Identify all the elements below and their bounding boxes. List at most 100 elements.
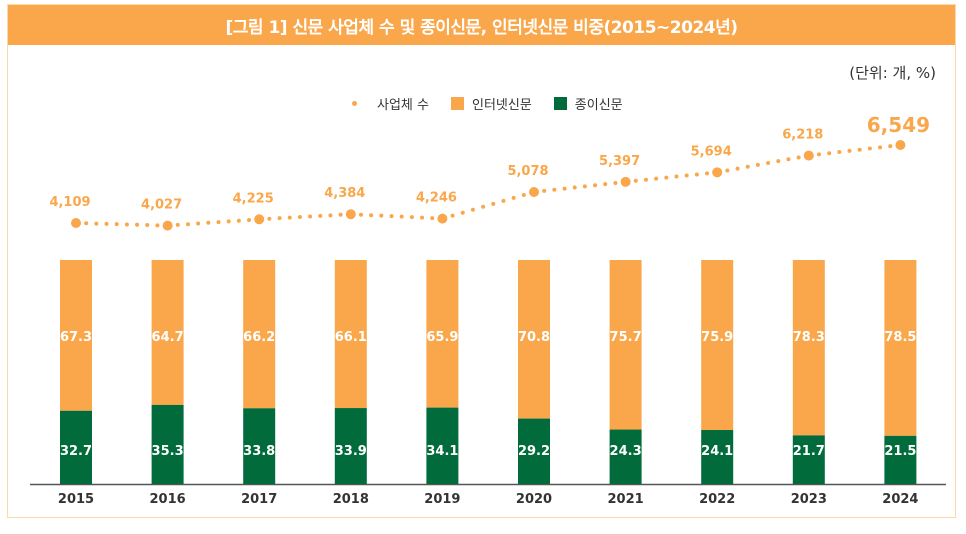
line-dot (776, 159, 781, 164)
figure-title: [그림 1] 신문 사업체 수 및 종이신문, 인터넷신문 비중(2015~20… (225, 17, 738, 38)
point-label-2018: 4,384 (324, 186, 365, 201)
dot-marker-icon (352, 101, 357, 106)
chart-legend: 사업체 수 인터넷신문 종이신문 (352, 94, 645, 113)
point-label-2022: 5,694 (691, 144, 732, 159)
line-dot (328, 213, 333, 218)
line-dot (888, 144, 893, 149)
line-dot (878, 145, 883, 150)
bar-internet-2016 (151, 260, 184, 405)
point-label-2020: 5,078 (507, 164, 548, 179)
legend-item-internet: 인터넷신문 (450, 94, 532, 113)
bar-label-paper-2018: 33.9 (335, 444, 367, 459)
line-dot (389, 214, 394, 219)
line-dot (338, 212, 343, 217)
bar-label-internet-2018: 66.1 (335, 330, 367, 345)
line-dot (542, 188, 547, 193)
x-tick-label-2021: 2021 (608, 492, 644, 507)
line-dot (84, 221, 89, 226)
line-dot (705, 171, 710, 176)
bar-paper-2018 (334, 408, 367, 484)
bar-label-paper-2019: 34.1 (426, 444, 458, 459)
bar-label-internet-2016: 64.7 (152, 330, 184, 345)
point-marker-2020 (529, 187, 539, 198)
line-dot (94, 221, 99, 226)
line-dot (643, 177, 648, 182)
point-label-2017: 4,225 (233, 191, 274, 206)
line-dot (654, 176, 659, 181)
bar-internet-2017 (243, 260, 276, 409)
line-dot (491, 201, 496, 206)
line-dot (185, 222, 190, 227)
point-marker-2024 (895, 140, 906, 150)
bar-label-internet-2019: 65.9 (426, 330, 458, 345)
bar-internet-2015 (60, 260, 92, 411)
point-marker-2018 (345, 209, 356, 220)
bar-paper-2019 (426, 407, 459, 484)
line-dot (430, 216, 435, 221)
x-tick-label-2018: 2018 (333, 492, 369, 507)
point-label-2023: 6,218 (782, 128, 823, 143)
line-dot (226, 219, 231, 224)
point-label-2015: 4,109 (49, 195, 90, 210)
point-marker-2022 (712, 167, 723, 178)
point-marker-2021 (620, 176, 631, 187)
bar-label-internet-2017: 66.2 (243, 330, 275, 345)
line-dot (755, 162, 760, 167)
line-dot (450, 213, 455, 218)
legend-item-paper: 종이신문 (553, 94, 623, 113)
bar-internet-2022 (701, 260, 734, 431)
line-dot (847, 148, 852, 153)
line-dot (104, 221, 109, 226)
bar-label-internet-2020: 70.8 (518, 330, 550, 345)
line-dot (816, 152, 821, 157)
line-dot (196, 221, 201, 226)
legend-label: 인터넷신문 (471, 98, 532, 113)
line-dot (725, 168, 730, 173)
line-dot (481, 204, 486, 209)
bar-paper-2017 (243, 408, 276, 484)
line-dot (582, 184, 587, 189)
line-dot (236, 218, 241, 223)
bar-label-paper-2024: 21.5 (884, 444, 916, 459)
line-dot (379, 213, 384, 218)
bar-paper-2021 (609, 429, 642, 484)
line-dot (267, 216, 272, 221)
line-dot (664, 175, 669, 180)
x-tick-label-2020: 2020 (516, 492, 552, 507)
square-swatch-icon (553, 97, 567, 110)
bar-label-paper-2016: 35.3 (152, 444, 184, 459)
legend-label: 종이신문 (574, 98, 623, 113)
line-dot (521, 192, 526, 197)
line-dot (460, 210, 465, 215)
unit-label: (단위: 개, %) (849, 64, 936, 82)
line-dot (308, 214, 313, 219)
point-label-2019: 4,246 (416, 191, 457, 206)
line-dot (399, 214, 404, 219)
line-dot (796, 155, 801, 160)
line-dot (114, 222, 119, 227)
line-dot (837, 150, 842, 155)
bar-internet-2024 (884, 260, 917, 436)
bar-paper-2023 (792, 435, 825, 484)
line-dot (572, 185, 577, 190)
point-marker-2016 (162, 220, 173, 231)
line-dot (135, 222, 140, 227)
x-tick-label-2019: 2019 (424, 492, 460, 507)
line-dot (206, 220, 211, 225)
line-dot (745, 164, 750, 169)
bar-label-paper-2017: 33.8 (243, 444, 275, 459)
line-dot (501, 198, 506, 203)
line-dot (216, 220, 221, 225)
point-label-2016: 4,027 (141, 198, 182, 213)
line-dot (155, 223, 160, 228)
bar-label-paper-2023: 21.7 (793, 444, 825, 459)
line-dot (633, 178, 638, 183)
line-dot (277, 216, 282, 221)
bar-internet-2021 (609, 260, 642, 430)
line-dot (562, 186, 567, 191)
line-dot (145, 223, 150, 228)
line-dot (613, 180, 618, 185)
line-dot (318, 213, 323, 218)
bar-internet-2023 (792, 260, 825, 436)
